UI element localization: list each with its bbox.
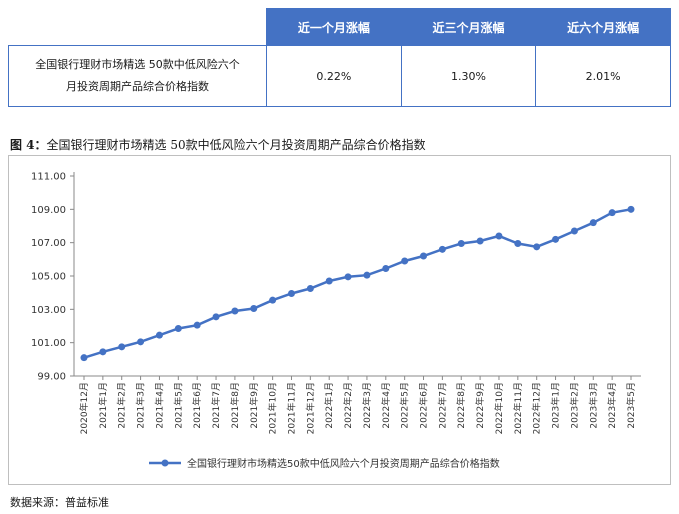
data-point — [570, 227, 578, 235]
line-chart: 99.00 101.00 103.00 105.00 107.00 109.00 111.0… — [31, 172, 641, 470]
figure-title: 图 4：全国银行理财市场精选 50款中低风险六个月投资周期产品综合价格指数 — [10, 136, 426, 153]
data-point — [344, 273, 352, 281]
data-point — [552, 235, 560, 243]
summary-data-row: 全国银行理财市场精选 50款中低风险六个 月投资周期产品综合价格指数 0.22%… — [8, 45, 671, 107]
series-line — [83, 208, 632, 359]
header-six-month: 近六个月涨幅 — [535, 8, 671, 46]
data-point — [401, 257, 409, 265]
data-point — [438, 245, 446, 253]
x-tick-label: 2021年3月 — [135, 382, 147, 429]
data-point — [589, 219, 597, 227]
x-tick-label: 2021年2月 — [116, 382, 128, 429]
x-tick-label: 2022年12月 — [531, 382, 543, 434]
data-point — [420, 252, 428, 260]
data-point — [287, 290, 295, 297]
x-tick-label: 2021年4月 — [153, 382, 165, 429]
x-tick-label: 2023年1月 — [550, 382, 562, 429]
data-source: 数据来源：普益标准 — [10, 496, 109, 509]
header-one-month: 近一个月涨幅 — [266, 8, 402, 46]
row-name-cell: 全国银行理财市场精选 50款中低风险六个 月投资周期产品综合价格指数 — [8, 45, 267, 107]
data-point — [99, 348, 107, 356]
y-tick-label: 101.00 — [31, 338, 66, 349]
x-tick-label: 2022年9月 — [474, 382, 486, 429]
value-six-month: 2.01% — [535, 45, 671, 107]
x-tick-label: 2022年7月 — [436, 382, 448, 429]
value-three-month: 1.30% — [400, 45, 537, 107]
x-tick-label: 2022年4月 — [380, 382, 392, 429]
data-point — [514, 240, 522, 247]
x-tick-label: 2021年10月 — [267, 382, 279, 434]
figure-label: 图 4： — [10, 138, 47, 152]
data-point — [627, 205, 635, 213]
y-tick-label: 103.00 — [31, 305, 66, 316]
data-point — [306, 285, 314, 292]
x-tick-label: 2022年1月 — [323, 382, 335, 429]
data-point — [325, 277, 333, 285]
data-point — [382, 265, 390, 272]
header-three-month: 近三个月涨幅 — [400, 8, 537, 46]
x-tick-label: 2022年2月 — [342, 382, 354, 429]
figure-title-text: 全国银行理财市场精选 50款中低风险六个月投资周期产品综合价格指数 — [46, 138, 426, 152]
data-point — [250, 305, 258, 312]
x-tick-label: 2021年1月 — [97, 382, 109, 429]
x-tick-label: 2021年8月 — [229, 382, 241, 429]
row-name-line1: 全国银行理财市场精选 50款中低风险六个 — [35, 58, 240, 71]
x-tick-label: 2021年6月 — [191, 382, 203, 429]
data-point — [457, 240, 465, 247]
y-tick-label: 99.00 — [37, 372, 66, 383]
y-tick-label: 109.00 — [31, 205, 66, 216]
data-point — [137, 338, 145, 346]
x-tick-label: 2021年7月 — [210, 382, 222, 429]
data-point — [155, 331, 163, 339]
x-tick-label: 2021年12月 — [304, 382, 316, 434]
value-one-month: 0.22% — [266, 45, 402, 107]
data-point — [533, 243, 541, 251]
legend-marker — [161, 459, 169, 467]
data-point — [363, 271, 371, 279]
y-tick-label: 105.00 — [31, 272, 66, 283]
x-tick-label: 2022年10月 — [493, 382, 505, 434]
y-tick-label: 107.00 — [31, 238, 66, 249]
data-point — [118, 343, 126, 351]
y-tick-label: 111.00 — [31, 172, 66, 183]
x-tick-label: 2022年8月 — [455, 382, 467, 429]
x-tick-label: 2022年6月 — [418, 382, 430, 429]
x-tick-label: 2021年11月 — [285, 382, 297, 434]
summary-header-row: 近一个月涨幅 近三个月涨幅 近六个月涨幅 — [8, 8, 671, 46]
data-point — [231, 307, 239, 315]
x-tick-label: 2023年2月 — [568, 382, 580, 429]
data-point — [476, 237, 484, 245]
x-tick-label: 2023年5月 — [625, 382, 637, 429]
x-tick-label: 2021年9月 — [248, 382, 260, 429]
summary-header-blank — [8, 8, 267, 46]
x-tick-label: 2020年12月 — [78, 382, 90, 434]
data-point — [608, 209, 616, 217]
x-tick-label: 2022年11月 — [512, 382, 524, 434]
summary-table: 近一个月涨幅 近三个月涨幅 近六个月涨幅 全国银行理财市场精选 50款中低风险六… — [8, 8, 671, 107]
data-point — [212, 313, 220, 321]
data-point — [174, 325, 182, 332]
x-tick-label: 2023年4月 — [606, 382, 618, 429]
x-tick-label: 2021年5月 — [172, 382, 184, 429]
data-point — [269, 296, 277, 304]
x-tick-label: 2022年5月 — [399, 382, 411, 429]
legend-label: 全国银行理财市场精选50款中低风险六个月投资周期产品综合价格指数 — [187, 457, 500, 470]
data-point — [80, 354, 88, 362]
data-point — [495, 232, 503, 240]
data-point — [193, 321, 201, 329]
x-tick-label: 2022年3月 — [361, 382, 373, 429]
chart-container: 99.00 101.00 103.00 105.00 107.00 109.00 111.0… — [8, 155, 671, 485]
x-tick-label: 2023年3月 — [587, 382, 599, 429]
row-name-line2: 月投资周期产品综合价格指数 — [66, 80, 209, 93]
